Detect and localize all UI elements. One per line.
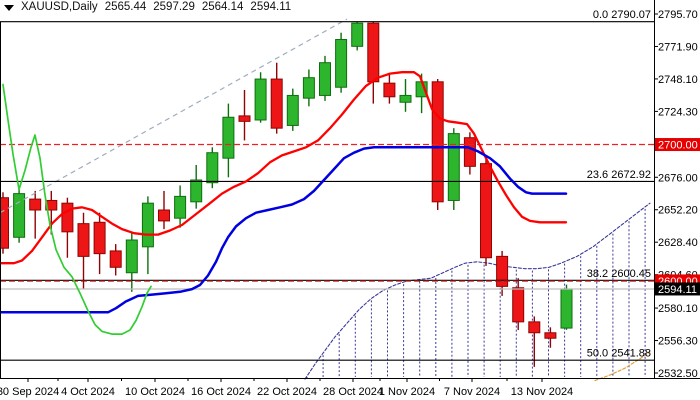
last-price-badge bbox=[655, 282, 700, 296]
candlestick-body bbox=[61, 202, 74, 233]
candlestick-body bbox=[254, 78, 267, 121]
x-axis-label: 16 Oct 2024 bbox=[191, 386, 251, 398]
candlestick-body bbox=[45, 199, 58, 211]
y-axis-label: 2652.20 bbox=[658, 205, 698, 217]
tenkan-sen-line bbox=[0, 71, 568, 265]
candlestick-body bbox=[351, 22, 364, 47]
y-axis-label: 2771.90 bbox=[658, 41, 698, 53]
x-axis-label: 13 Nov 2024 bbox=[511, 386, 573, 398]
ohlc-close: 2594.11 bbox=[250, 1, 292, 13]
candlestick-body bbox=[13, 193, 26, 238]
last-price-badge-label: 2594.11 bbox=[658, 284, 697, 296]
candlestick-body bbox=[222, 116, 235, 159]
y-axis-label: 2628.40 bbox=[658, 237, 698, 249]
y-axis-label: 2556.30 bbox=[658, 336, 698, 348]
candlestick-body bbox=[0, 197, 9, 249]
price-badge-2700-label: 2700.00 bbox=[658, 140, 698, 152]
x-axis-label: 10 Oct 2024 bbox=[125, 386, 185, 398]
fib-level-label: 50.0 2541.88 bbox=[587, 348, 651, 360]
candlestick-body bbox=[431, 81, 444, 203]
candlestick-body bbox=[447, 133, 460, 201]
x-axis-label: 30 Sep 2024 bbox=[0, 386, 59, 398]
fib-level-label: 0.0 2790.07 bbox=[593, 9, 651, 21]
candlestick-body bbox=[496, 255, 509, 287]
candlestick-body bbox=[544, 332, 557, 339]
candlestick-body bbox=[125, 239, 138, 274]
x-axis-label: 7 Nov 2024 bbox=[444, 386, 500, 398]
candlestick-body bbox=[560, 288, 573, 329]
candlestick-body bbox=[190, 179, 203, 203]
candlestick-body bbox=[270, 78, 283, 129]
price-badge-2700 bbox=[655, 138, 700, 152]
kijun-sen-line bbox=[0, 146, 568, 314]
fib-level-label: 38.2 2600.45 bbox=[587, 268, 651, 280]
fib-level-label: 23.6 2672.92 bbox=[587, 169, 651, 181]
candlestick-body bbox=[93, 221, 106, 255]
ohlc-open: 2565.44 bbox=[104, 1, 147, 13]
candlestick-body bbox=[158, 209, 170, 222]
y-axis-label: 2795.70 bbox=[658, 9, 698, 21]
chikou-span-line bbox=[2, 83, 152, 335]
y-axis-label: 2676.00 bbox=[658, 172, 698, 184]
chart-symbol-period: XAUUSD,Daily bbox=[21, 1, 98, 13]
candlestick-body bbox=[302, 77, 315, 99]
x-axis-label: 22 Oct 2024 bbox=[257, 386, 317, 398]
ohlc-low: 2564.14 bbox=[201, 1, 244, 13]
candlestick-body bbox=[463, 137, 476, 167]
candlestick-body bbox=[29, 198, 42, 211]
x-axis-label: 28 Oct 2024 bbox=[323, 386, 383, 398]
candlestick-body bbox=[367, 22, 380, 83]
senkou-span-a-line bbox=[304, 202, 651, 380]
ohlc-high: 2597.29 bbox=[153, 1, 195, 13]
candlestick-body bbox=[399, 94, 412, 103]
senkou-span-b-line bbox=[594, 351, 651, 382]
candlestick-body bbox=[528, 321, 541, 334]
y-axis-label: 2532.50 bbox=[658, 368, 698, 380]
candlestick-body bbox=[383, 82, 396, 98]
y-axis-label: 2724.30 bbox=[658, 106, 698, 118]
x-axis-label: 4 Oct 2024 bbox=[61, 386, 115, 398]
candlestick-body bbox=[335, 39, 348, 88]
chart-menu-arrow-icon[interactable] bbox=[4, 5, 14, 11]
candlestick-body bbox=[319, 62, 331, 96]
y-axis-label: 2748.10 bbox=[658, 74, 698, 86]
candlestick-body bbox=[206, 152, 219, 184]
candlestick-body bbox=[141, 202, 154, 248]
y-axis-label: 2580.10 bbox=[658, 303, 698, 315]
candlestick-body bbox=[238, 115, 251, 122]
candlestick-body bbox=[480, 163, 492, 259]
candlestick-body bbox=[286, 94, 299, 126]
candlestick-body bbox=[77, 223, 90, 257]
candlestick-body bbox=[174, 195, 187, 219]
trendline[interactable] bbox=[0, 18, 348, 214]
x-axis-label: 1 Nov 2024 bbox=[379, 386, 435, 398]
candlestick-body bbox=[109, 250, 122, 268]
candlestick-body bbox=[512, 287, 525, 323]
chart-title-bar: XAUUSD,Daily 2565.44 2597.29 2564.14 259… bbox=[0, 0, 291, 14]
